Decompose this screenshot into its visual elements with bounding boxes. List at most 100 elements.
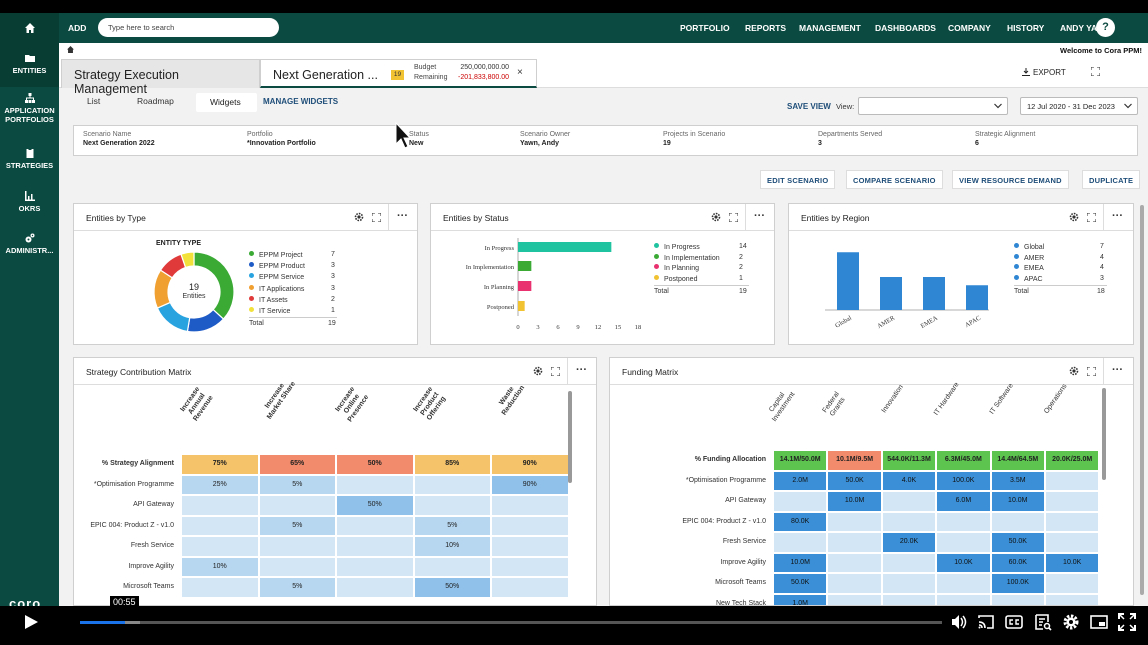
video-progress-bar[interactable] <box>80 621 942 624</box>
expand-icon[interactable] <box>729 213 738 222</box>
compare-scenario-button[interactable]: COMPARE SCENARIO <box>846 170 943 189</box>
region-bar[interactable] <box>837 252 859 310</box>
gear-icon[interactable] <box>1069 366 1079 376</box>
matrix-header-cell[interactable]: 85% <box>414 455 490 474</box>
more-options-icon[interactable]: ··· <box>1112 364 1123 376</box>
donut-slice-eppm-service[interactable] <box>156 301 191 333</box>
export-button[interactable]: EXPORT <box>1022 68 1066 77</box>
matrix-header-cell[interactable]: 65% <box>259 455 335 474</box>
gear-icon[interactable] <box>354 212 364 222</box>
matrix-cell[interactable]: 2.0M <box>774 471 827 490</box>
nav-user-menu[interactable]: ANDY YAWN <box>1060 23 1111 33</box>
play-icon[interactable] <box>23 614 39 630</box>
matrix-scrollbar[interactable] <box>1102 388 1106 480</box>
matrix-cell[interactable] <box>828 574 881 593</box>
edit-scenario-button[interactable]: EDIT SCENARIO <box>760 170 836 189</box>
transcript-icon[interactable] <box>1034 613 1052 631</box>
donut-slice-it-service[interactable] <box>180 251 195 269</box>
subtab-widgets[interactable]: Widgets <box>196 93 257 112</box>
matrix-cell[interactable] <box>1046 471 1099 490</box>
matrix-cell[interactable] <box>882 594 936 605</box>
matrix-cell[interactable] <box>492 516 568 535</box>
matrix-header-cell[interactable]: 544.0K/11.3M <box>882 451 936 470</box>
matrix-cell[interactable]: 1.0M <box>774 594 827 605</box>
matrix-cell[interactable] <box>828 512 881 531</box>
matrix-cell[interactable]: 25% <box>182 475 258 494</box>
matrix-cell[interactable]: 10% <box>182 557 258 576</box>
home-button[interactable] <box>0 13 59 43</box>
matrix-header-cell[interactable]: 14.1M/50.0M <box>774 451 827 470</box>
matrix-cell[interactable]: 50.0K <box>828 471 881 490</box>
matrix-cell[interactable]: 5% <box>259 475 335 494</box>
region-bar[interactable] <box>966 285 988 310</box>
gear-icon[interactable] <box>1069 212 1079 222</box>
duplicate-button[interactable]: DUPLICATE <box>1082 170 1141 189</box>
matrix-cell[interactable] <box>774 533 827 552</box>
matrix-cell[interactable] <box>259 496 335 515</box>
nav-management[interactable]: MANAGEMENT <box>799 23 861 33</box>
matrix-cell[interactable] <box>937 574 990 593</box>
matrix-cell[interactable] <box>492 557 568 576</box>
matrix-cell[interactable] <box>991 512 1044 531</box>
fullscreen-player-icon[interactable] <box>1118 613 1136 631</box>
nav-history[interactable]: HISTORY <box>1007 23 1045 33</box>
matrix-cell[interactable] <box>414 475 490 494</box>
breadcrumb-home-icon[interactable] <box>67 46 74 53</box>
matrix-cell[interactable] <box>937 594 990 605</box>
matrix-cell[interactable]: 90% <box>492 475 568 494</box>
nav-company[interactable]: COMPANY <box>948 23 991 33</box>
matrix-cell[interactable] <box>828 594 881 605</box>
matrix-cell[interactable]: 50% <box>337 496 413 515</box>
matrix-cell[interactable] <box>828 533 881 552</box>
matrix-cell[interactable]: 50.0K <box>991 533 1044 552</box>
matrix-cell[interactable] <box>1046 594 1099 605</box>
matrix-cell[interactable]: 80.0K <box>774 512 827 531</box>
expand-icon[interactable] <box>1087 213 1096 222</box>
region-bar[interactable] <box>923 277 945 310</box>
matrix-cell[interactable]: 5% <box>259 516 335 535</box>
matrix-cell[interactable]: 10.0M <box>774 553 827 572</box>
subtab-roadmap[interactable]: Roadmap <box>137 96 174 106</box>
help-button[interactable]: ? <box>1096 18 1115 37</box>
matrix-cell[interactable]: 10.0M <box>991 492 1044 511</box>
matrix-cell[interactable] <box>1046 574 1099 593</box>
volume-icon[interactable] <box>950 613 968 631</box>
nav-reports[interactable]: REPORTS <box>745 23 787 33</box>
matrix-cell[interactable]: 3.5M <box>991 471 1044 490</box>
close-tab-icon[interactable]: × <box>517 67 523 78</box>
save-view-button[interactable]: SAVE VIEW <box>787 102 831 111</box>
matrix-header-cell[interactable]: 20.0K/25.0M <box>1046 451 1099 470</box>
matrix-cell[interactable] <box>414 557 490 576</box>
more-options-icon[interactable]: ··· <box>754 210 765 222</box>
sidebar-item-strategies[interactable]: STRATEGIES <box>0 148 59 178</box>
matrix-cell[interactable] <box>337 557 413 576</box>
matrix-cell[interactable] <box>492 578 568 597</box>
matrix-header-cell[interactable]: 90% <box>492 455 568 474</box>
sidebar-item-okrs[interactable]: OKRS <box>0 191 59 221</box>
matrix-cell[interactable] <box>182 496 258 515</box>
fullscreen-icon[interactable] <box>1091 67 1100 76</box>
matrix-cell[interactable]: 60.0K <box>991 553 1044 572</box>
matrix-cell[interactable] <box>937 533 990 552</box>
status-bar[interactable] <box>518 301 525 311</box>
matrix-cell[interactable] <box>937 512 990 531</box>
matrix-scrollbar[interactable] <box>568 391 572 483</box>
matrix-header-cell[interactable]: 10.1M/9.5M <box>828 451 881 470</box>
manage-widgets-link[interactable]: MANAGE WIDGETS <box>263 97 339 106</box>
status-bar[interactable] <box>518 242 612 252</box>
sidebar-item-entities[interactable]: ENTITIES <box>0 43 59 87</box>
matrix-cell[interactable]: 4.0K <box>882 471 936 490</box>
gear-icon[interactable] <box>533 366 543 376</box>
matrix-cell[interactable]: 6.0M <box>937 492 990 511</box>
search-input[interactable]: Type here to search <box>98 18 279 37</box>
matrix-cell[interactable] <box>337 516 413 535</box>
matrix-cell[interactable]: 50.0K <box>774 574 827 593</box>
expand-icon[interactable] <box>1087 367 1096 376</box>
captions-icon[interactable] <box>1005 613 1023 631</box>
tab-strategy-execution[interactable]: Strategy Execution Management <box>61 59 260 96</box>
matrix-cell[interactable] <box>1046 512 1099 531</box>
matrix-cell[interactable]: 100.0K <box>937 471 990 490</box>
matrix-cell[interactable] <box>259 537 335 556</box>
more-options-icon[interactable]: ··· <box>576 364 587 376</box>
add-button[interactable]: ADD <box>68 23 87 33</box>
